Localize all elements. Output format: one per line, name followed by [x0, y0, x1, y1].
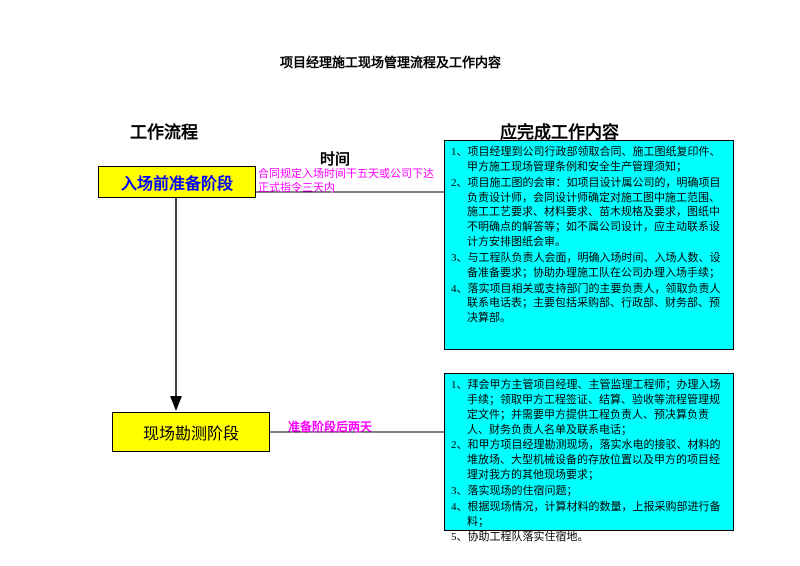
node-prep-label: 入场前准备阶段	[121, 170, 233, 194]
list-item: 与工程队负责人会面，明确入场时间、入场人数、设备准备要求；协助办理施工队在公司办…	[467, 251, 727, 281]
center-heading: 时间	[320, 148, 350, 169]
node-survey-stage: 现场勘测阶段	[112, 412, 270, 452]
time-label-2: 准备阶段后两天	[288, 420, 448, 436]
list-item: 落实现场的住宿问题；	[467, 484, 727, 499]
list-item: 协助工程队落实住宿地。	[467, 530, 727, 545]
list-item: 拜会甲方主管项目经理、主管监理工程师；办理入场手续；领取甲方工程签证、结算、验收…	[467, 378, 727, 437]
main-title: 项目经理施工现场管理流程及工作内容	[280, 52, 501, 71]
content-box-2: 拜会甲方主管项目经理、主管监理工程师；办理入场手续；领取甲方工程签证、结算、验收…	[444, 373, 734, 531]
list-item: 项目经理到公司行政部领取合同、施工图纸复印件、甲方施工现场管理条例和安全生产管理…	[467, 145, 727, 175]
content-list-2: 拜会甲方主管项目经理、主管监理工程师；办理入场手续；领取甲方工程签证、结算、验收…	[451, 378, 727, 545]
left-heading: 工作流程	[130, 118, 198, 143]
node-prep-stage: 入场前准备阶段	[98, 166, 256, 198]
list-item: 项目施工图的会审：如项目设计属公司的，明确项目负责设计师，会同设计师确定对施工图…	[467, 176, 727, 250]
time-label-1: 合同规定入场时间干五天或公司下达正式指令三天内	[258, 167, 440, 196]
node-survey-label: 现场勘测阶段	[143, 420, 239, 444]
content-list-1: 项目经理到公司行政部领取合同、施工图纸复印件、甲方施工现场管理条例和安全生产管理…	[451, 145, 727, 326]
content-box-1: 项目经理到公司行政部领取合同、施工图纸复印件、甲方施工现场管理条例和安全生产管理…	[444, 140, 734, 350]
list-item: 根据现场情况，计算材料的数量，上报采购部进行备料；	[467, 500, 727, 530]
list-item: 落实项目相关或支持部门的主要负责人，领取负责人联系电话表；主要包括采购部、行政部…	[467, 282, 727, 327]
list-item: 和甲方项目经理勘测现场，落实水电的接驳、材料的堆放场、大型机械设备的存放位置以及…	[467, 438, 727, 483]
